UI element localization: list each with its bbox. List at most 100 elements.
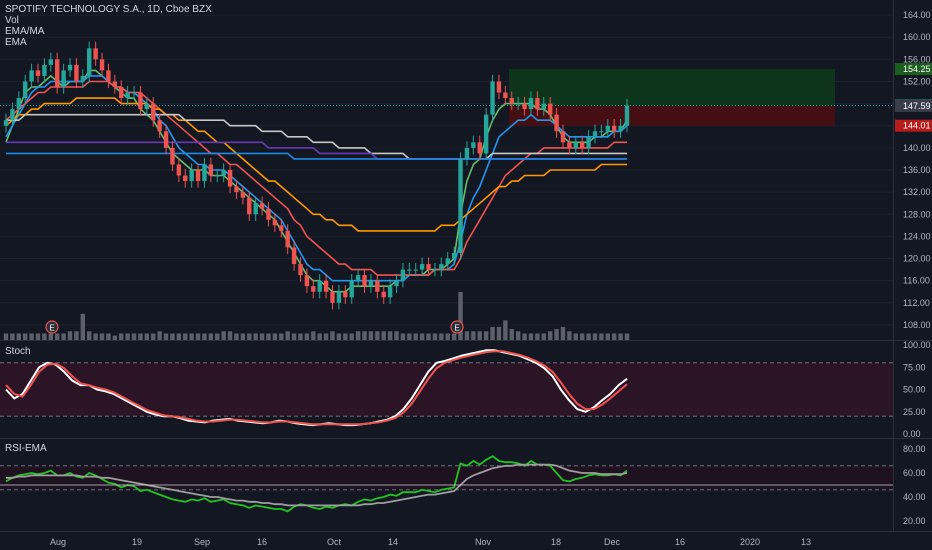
time-axis-label: 18 — [551, 537, 561, 547]
volume-bar — [381, 331, 386, 340]
candle-body — [227, 170, 233, 187]
candle-body — [16, 98, 22, 110]
price-tick-label: 132.00 — [903, 187, 931, 197]
candle-body — [477, 142, 482, 154]
candle-body — [87, 48, 92, 76]
volume-bar — [99, 333, 105, 340]
price-tick-label: 136.00 — [903, 165, 931, 175]
candle-body — [458, 158, 463, 253]
candle-body — [291, 247, 297, 265]
stoch-tick-label: 0.00 — [903, 429, 921, 439]
candle-body — [99, 59, 105, 71]
volume-bar — [202, 333, 207, 340]
volume-bar — [592, 333, 598, 340]
volume-bar — [163, 333, 169, 340]
volume-bar — [93, 333, 98, 340]
ema-indicator-label[interactable]: EMA — [5, 37, 27, 48]
volume-bar — [579, 333, 585, 340]
candle-body — [407, 269, 412, 271]
volume-bar — [368, 331, 374, 340]
price-label-box — [895, 63, 932, 76]
volume-bar — [483, 331, 489, 340]
rsi-tick-label: 60.00 — [903, 468, 926, 478]
volume-bar — [451, 333, 457, 340]
volume-bar — [439, 333, 444, 340]
candle-body — [362, 275, 367, 287]
time-axis-label: 13 — [801, 537, 811, 547]
volume-bar — [240, 333, 246, 340]
earnings-marker-icon — [450, 320, 464, 334]
volume-bar — [119, 333, 124, 340]
time-axis-label: 14 — [388, 537, 398, 547]
volume-bar — [67, 331, 73, 340]
candle-body — [330, 291, 335, 303]
volume-bar — [394, 331, 399, 340]
price-label: 154.25 — [903, 64, 931, 74]
volume-bar — [554, 329, 559, 340]
volume-bar — [16, 333, 22, 340]
ma-line-ema-200 — [6, 152, 627, 160]
volume-bar — [48, 333, 54, 340]
volume-bar — [227, 331, 233, 340]
candle-body — [496, 81, 502, 93]
time-axis-label: Dec — [604, 537, 621, 547]
volume-bar — [336, 333, 342, 340]
volume-indicator-label[interactable]: Vol — [5, 15, 19, 26]
volume-bar — [10, 333, 15, 340]
earnings-marker-icon — [45, 320, 59, 334]
candle-body — [125, 92, 130, 99]
time-axis-label: Oct — [327, 537, 342, 547]
candle-body — [528, 98, 534, 110]
volume-bar — [605, 333, 610, 340]
candle-body — [266, 208, 271, 220]
time-axis-label: Nov — [475, 537, 492, 547]
volume-bar — [208, 333, 214, 340]
candle-body — [61, 70, 66, 87]
volume-bar — [323, 333, 329, 340]
candle-body — [419, 264, 425, 270]
candle-body — [42, 64, 47, 76]
volume-bar — [317, 333, 322, 340]
candle-body — [221, 170, 226, 176]
volume-bar — [279, 333, 284, 340]
volume-bar — [618, 333, 623, 340]
candle-body — [74, 64, 79, 82]
time-axis-label: 2020 — [740, 537, 760, 547]
price-tick-label: 156.00 — [903, 54, 931, 64]
volume-bar — [215, 333, 220, 340]
candle-body — [586, 136, 591, 148]
candle-body — [560, 131, 566, 143]
time-axis-label: Aug — [50, 537, 66, 547]
time-axis-label: 16 — [257, 537, 267, 547]
symbol-title[interactable]: SPOTIFY TECHNOLOGY S.A., 1D, Cboe BZX — [5, 4, 212, 15]
candle-body — [93, 48, 98, 60]
candle-body — [247, 197, 252, 215]
stoch-pane-label[interactable]: Stoch — [5, 346, 31, 357]
candle-body — [317, 280, 322, 292]
candle-body — [451, 253, 457, 259]
candle-body — [259, 203, 265, 209]
volume-bar — [496, 326, 502, 340]
volume-bar — [567, 331, 572, 340]
stoch-tick-label: 50.00 — [903, 385, 926, 395]
candle-body — [432, 269, 438, 271]
candle-body — [323, 280, 329, 292]
ema-ma-indicator-label[interactable]: EMA/MA — [5, 26, 45, 37]
candle-body — [336, 291, 342, 303]
price-label: 147.59 — [903, 101, 931, 111]
rsi-ema-pane-label[interactable]: RSI-EMA — [5, 443, 47, 454]
volume-bar — [221, 331, 226, 340]
candle-body — [394, 280, 399, 287]
candle-body — [624, 105, 630, 126]
loss-zone — [509, 105, 835, 126]
candle-body — [343, 291, 348, 298]
volume-bar — [298, 333, 303, 340]
stoch-band-fill — [0, 362, 893, 417]
candle-body — [522, 103, 527, 110]
volume-bar — [586, 333, 591, 340]
price-tick-label: 116.00 — [903, 276, 930, 286]
time-axis-label: 16 — [675, 537, 685, 547]
volume-bar — [253, 333, 258, 340]
ma-line-ema-50 — [5, 97, 627, 232]
